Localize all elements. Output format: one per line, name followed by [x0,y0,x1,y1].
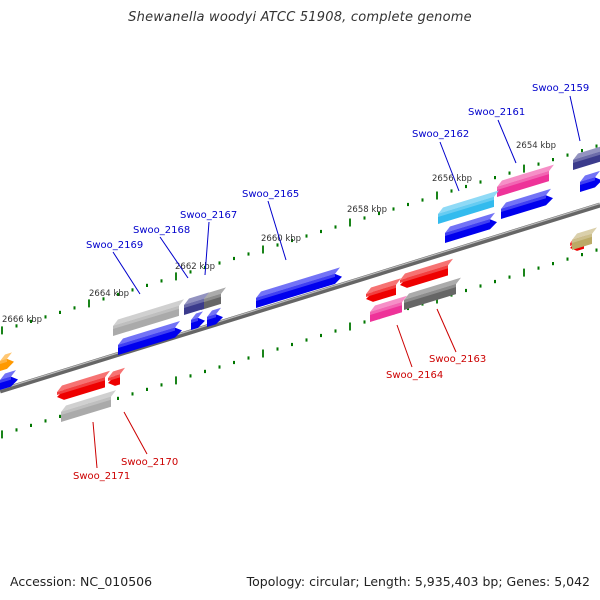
scale-label: 2656 kbp [432,174,472,184]
gene-swoo-2167[interactable] [201,287,226,310]
gene-features [0,144,600,422]
gene-forward[interactable] [207,307,223,327]
gene-swoo-2169[interactable] [113,299,184,336]
gene-label-swoo-2159[interactable]: Swoo_2159 [532,83,589,94]
gene-label-swoo-2165[interactable]: Swoo_2165 [242,189,299,200]
gene-swoo-2162[interactable] [438,190,499,224]
gene-reverse[interactable] [366,278,401,304]
gene-labels: 2654 kbp 2656 kbp 2658 kbp 2660 kbp 2662… [2,83,589,482]
map-title: Shewanella woodyi ATCC 51908, complete g… [128,10,472,25]
gene-forward[interactable] [118,320,182,355]
gene-label-swoo-2171[interactable]: Swoo_2171 [73,471,130,482]
gene-forward[interactable] [0,352,14,371]
gene-reverse[interactable] [572,227,597,250]
accession-text: Accession: NC_010506 [10,574,153,589]
tick-rows [1,144,598,439]
gene-swoo-2161[interactable] [497,164,554,197]
scale-label: 2660 kbp [261,234,301,244]
gene-label-swoo-2164[interactable]: Swoo_2164 [386,370,443,381]
gene-swoo-2164[interactable] [370,295,407,322]
gene-swoo-2165[interactable] [256,267,342,308]
gene-swoo-2168[interactable] [184,292,209,315]
gene-forward[interactable] [580,170,600,192]
scale-label: 2662 kbp [175,262,215,272]
gene-label-swoo-2163[interactable]: Swoo_2163 [429,354,486,365]
gene-forward[interactable] [445,212,497,243]
scale-label: 2666 kbp [2,315,42,325]
gene-label-swoo-2167[interactable]: Swoo_2167 [180,210,237,221]
gene-swoo-2163[interactable] [404,277,461,310]
genome-backbone [0,202,600,394]
gene-forward[interactable] [501,188,553,219]
topology-text: Topology: circular; Length: 5,935,403 bp… [246,574,590,589]
gene-label-swoo-2168[interactable]: Swoo_2168 [133,225,190,236]
gene-reverse[interactable] [400,258,453,290]
gene-label-swoo-2161[interactable]: Swoo_2161 [468,107,525,118]
gene-swoo-2159[interactable] [573,144,600,170]
gene-forward[interactable] [191,311,205,330]
gene-forward[interactable] [0,369,18,390]
gene-swoo-2171[interactable] [61,390,116,422]
gene-label-swoo-2169[interactable]: Swoo_2169 [86,240,143,251]
gene-label-swoo-2170[interactable]: Swoo_2170 [121,457,178,468]
scale-label: 2654 kbp [516,141,556,151]
gene-reverse[interactable] [57,370,110,402]
scale-label: 2658 kbp [347,205,387,215]
scale-label: 2664 kbp [89,289,129,299]
gene-label-swoo-2162[interactable]: Swoo_2162 [412,129,469,140]
gene-reverse[interactable] [108,367,125,388]
label-leader-lines [92,95,581,469]
